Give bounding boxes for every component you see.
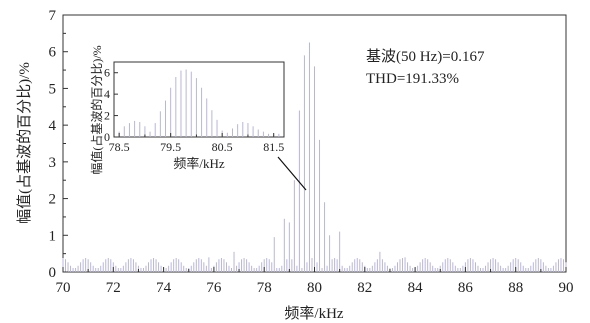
inset-x-tick-label: 78.5 xyxy=(109,140,130,154)
main-x-tick-label: 70 xyxy=(56,280,71,296)
main-x-tick-label: 84 xyxy=(408,280,424,296)
main-x-tick-label: 72 xyxy=(106,280,121,296)
inset-plot-frame xyxy=(113,61,285,138)
main-x-tick-label: 78 xyxy=(257,280,272,296)
fundamental-annotation: 基波(50 Hz)=0.167 xyxy=(366,48,485,65)
main-y-axis-label: 幅值(占基波的百分比)/% xyxy=(16,62,33,224)
inset-x-ticks: 78.5 79.5 80.5 81.5 xyxy=(109,133,284,154)
main-y-tick-label: 5 xyxy=(49,81,57,97)
inset-x-tick-label: 79.5 xyxy=(160,140,181,154)
inset-y-tick-label: 0 xyxy=(104,130,110,144)
main-x-tick-label: 86 xyxy=(458,280,474,296)
main-y-tick-label: 2 xyxy=(49,192,57,208)
inset-callout-line xyxy=(277,156,307,191)
inset-y-tick-label: 6 xyxy=(104,66,110,80)
inset-y-tick-label: 4 xyxy=(104,87,110,101)
inset-x-tick-label: 80.5 xyxy=(212,140,233,154)
main-x-tick-label: 74 xyxy=(156,280,172,296)
main-y-tick-label: 7 xyxy=(49,8,57,24)
inset-x-tick-label: 81.5 xyxy=(263,140,284,154)
main-x-tick-label: 88 xyxy=(508,280,523,296)
inset-spectrum-bars xyxy=(118,69,280,137)
main-y-tick-label: 6 xyxy=(49,45,57,61)
main-spectrum-bars xyxy=(62,42,567,272)
main-x-tick-label: 90 xyxy=(559,280,574,296)
inset-background xyxy=(114,62,284,137)
inset-x-axis-label: 频率/kHz xyxy=(173,156,225,171)
main-x-tick-label: 76 xyxy=(206,280,222,296)
main-y-tick-label: 0 xyxy=(49,265,57,281)
main-x-ticks: 70 72 74 76 78 80 82 84 86 88 90 xyxy=(56,267,574,296)
main-x-tick-label: 82 xyxy=(357,280,372,296)
main-x-tick-label: 80 xyxy=(307,280,322,296)
inset-y-axis-label: 幅值(占基波的百分比)/% xyxy=(89,45,104,174)
main-y-tick-label: 1 xyxy=(49,228,57,244)
thd-annotation: THD=191.33% xyxy=(366,71,459,87)
inset-y-tick-label: 2 xyxy=(104,109,110,123)
inset-y-ticks: 0 2 4 6 xyxy=(104,66,118,144)
main-y-ticks: 0 1 2 3 4 5 6 7 xyxy=(49,8,68,281)
main-y-tick-label: 3 xyxy=(49,155,57,171)
main-y-tick-label: 4 xyxy=(49,118,57,134)
main-x-axis-label: 频率/kHz xyxy=(284,305,344,322)
